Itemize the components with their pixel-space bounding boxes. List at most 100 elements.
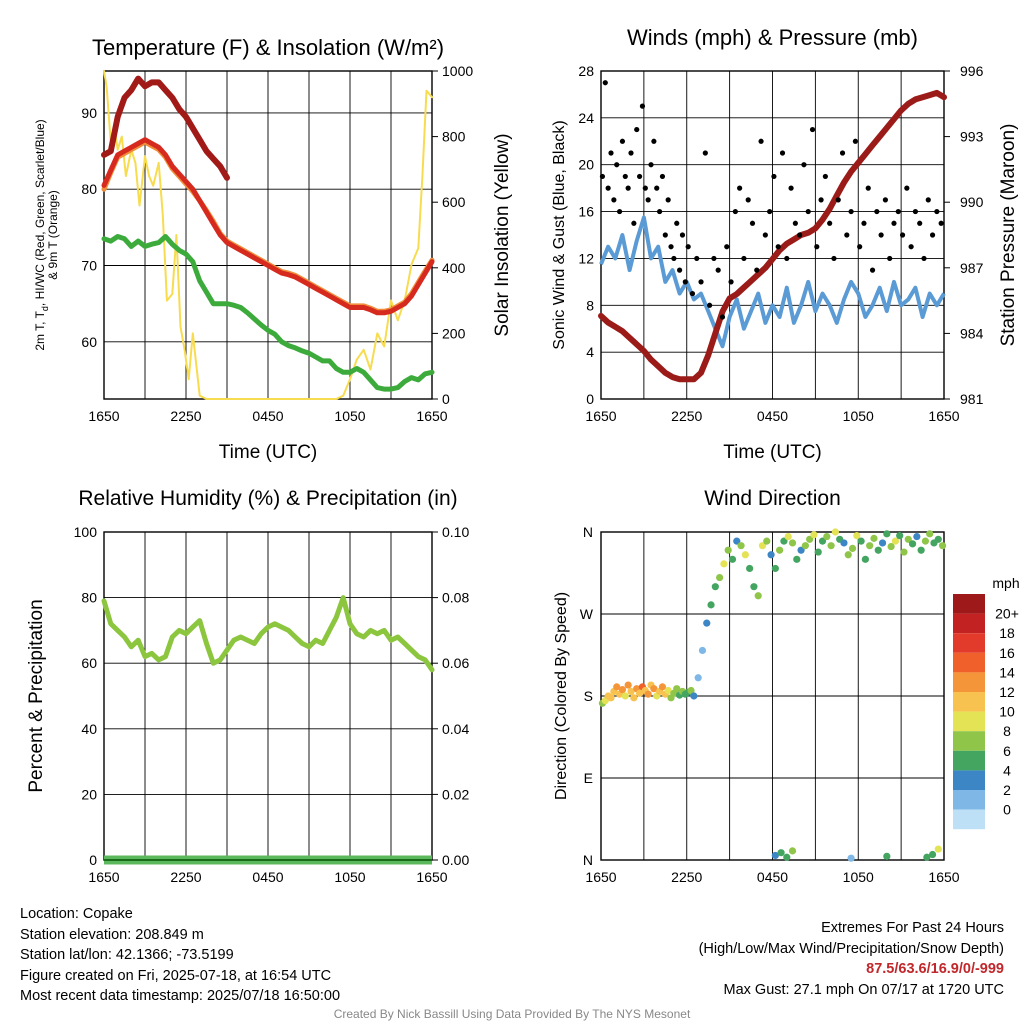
direction-point — [788, 847, 797, 855]
y-tick-label: 20 — [81, 786, 97, 802]
y-tick-label: 0 — [89, 852, 97, 868]
gust-point — [788, 185, 794, 191]
direction-point — [635, 689, 644, 697]
direction-point — [878, 539, 887, 547]
gust-point — [651, 138, 657, 144]
y-tick-label: 8 — [586, 297, 594, 313]
gust-point — [619, 138, 626, 144]
direction-point — [658, 683, 667, 691]
direction-point — [874, 546, 882, 554]
y-tick-label: 60 — [81, 655, 97, 671]
colorbar-label: 12 — [999, 684, 1015, 700]
gust-point — [707, 302, 713, 308]
x-tick-label: 1050 — [843, 869, 874, 885]
series-wind — [599, 215, 946, 349]
y2-tick-label: 993 — [960, 129, 984, 145]
direction-point — [844, 551, 852, 559]
gust-point — [631, 220, 637, 226]
gust-point — [839, 150, 846, 156]
y-axis-label-line2: & 9m T (Orange) — [46, 190, 60, 280]
gust-point — [844, 232, 850, 238]
gust-point — [835, 197, 841, 203]
direction-point — [621, 692, 629, 700]
gust-point — [648, 162, 654, 168]
y-tick-label: 60 — [81, 334, 97, 350]
direction-point — [840, 539, 848, 547]
max-gust: Max Gust: 27.1 mph On 07/17 at 1720 UTC — [723, 981, 1004, 998]
gust-point — [805, 208, 811, 215]
y-axis-label: 2m T, Td, HI/WC (Red, Green, Scarlet/Blu… — [33, 119, 50, 350]
series-temp — [101, 137, 435, 316]
y2-tick-label: 987 — [960, 260, 984, 276]
gust-point — [912, 208, 919, 215]
gust-point — [636, 173, 643, 180]
direction-point — [870, 534, 878, 542]
gust-point — [599, 173, 606, 180]
gust-point — [865, 185, 871, 191]
colorbar-label: 14 — [999, 664, 1015, 680]
gust-point — [677, 267, 683, 273]
gust-point — [852, 138, 858, 144]
gust-point — [728, 279, 734, 285]
y2-tick-label: 1000 — [442, 63, 473, 79]
direction-point — [754, 592, 762, 600]
y2-tick-label: 0.02 — [442, 786, 469, 802]
direction-point — [613, 683, 621, 691]
gust-point — [715, 267, 721, 273]
gust-point — [616, 208, 623, 215]
colorbar-swatch — [953, 731, 985, 751]
gust-point — [874, 208, 880, 215]
gust-point — [732, 208, 738, 215]
direction-point — [793, 555, 801, 563]
direction-point — [934, 845, 942, 853]
direction-point — [923, 853, 931, 861]
y2-axis-label: Solar Insolation (Yellow) — [492, 133, 513, 336]
series-rh — [101, 595, 435, 673]
x-axis-label: Time (UTC) — [219, 442, 318, 463]
colorbar-swatch — [953, 633, 985, 653]
gust-point — [784, 255, 790, 262]
direction-point — [818, 537, 827, 545]
gust-point — [694, 255, 700, 262]
station-location: Location: Copake — [20, 906, 133, 922]
y-tick-label: 4 — [586, 344, 594, 360]
winds-panel: 1650 2250 0450 1050 1650 Winds (mph) & Pressu… — [551, 25, 1019, 463]
direction-point — [938, 542, 947, 550]
direction-point — [630, 694, 638, 702]
direction-point — [853, 532, 861, 540]
gust-point — [878, 232, 884, 238]
gust-point — [698, 279, 704, 285]
gust-point — [605, 185, 611, 191]
x-tick-label: 1650 — [88, 869, 119, 885]
gust-point — [904, 185, 910, 191]
gust-point — [628, 150, 634, 156]
direction-point — [733, 537, 741, 545]
gust-point — [689, 290, 696, 297]
colorbar-label: 0 — [1003, 802, 1011, 818]
y2-tick-label: 0.00 — [442, 852, 469, 868]
direction-point — [763, 537, 771, 545]
direction-point — [711, 583, 719, 591]
y-tick-label: 0 — [586, 391, 594, 407]
y-tick-label: 12 — [578, 250, 594, 266]
direction-point — [866, 542, 874, 550]
y2-tick-label: 0.04 — [442, 721, 469, 737]
y-tick-label: 40 — [81, 721, 97, 737]
colorbar-swatch — [953, 692, 985, 712]
direction-point — [720, 560, 728, 568]
x-tick-label: 1650 — [928, 869, 959, 885]
gust-point — [814, 244, 820, 250]
figure-created: Figure created on Fri, 2025-07-18, at 16… — [20, 967, 332, 984]
gust-point — [887, 255, 893, 262]
direction-point — [896, 532, 904, 540]
y-axis-label: Percent & Precipitation — [26, 599, 47, 792]
gust-point — [611, 197, 617, 203]
meteogram-figure: 1650 2250 0450 1050 1650 Temperature (F) & In… — [26, 25, 1020, 885]
colorbar-swatch — [953, 770, 985, 790]
direction-point — [913, 532, 921, 541]
y2-tick-label: 800 — [442, 129, 466, 145]
gust-point — [758, 138, 764, 144]
y-label-subscript: d — [40, 306, 50, 311]
direction-point — [848, 544, 857, 553]
humidity-panel: 1650 2250 0450 1050 1650 Relative Humidity (%… — [26, 487, 469, 885]
